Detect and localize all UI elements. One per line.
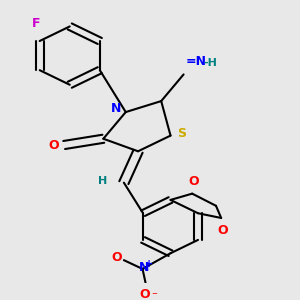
Text: F: F	[32, 17, 40, 30]
Text: O: O	[218, 224, 228, 237]
Text: -H: -H	[203, 58, 217, 68]
Text: N: N	[139, 261, 150, 274]
Text: =N: =N	[185, 55, 206, 68]
Text: ⁻: ⁻	[152, 291, 158, 300]
Text: N: N	[111, 102, 122, 115]
Text: O: O	[111, 251, 122, 264]
Text: O: O	[140, 289, 151, 300]
Text: O: O	[48, 139, 59, 152]
Text: H: H	[98, 176, 107, 186]
Text: O: O	[189, 175, 200, 188]
Text: +: +	[145, 259, 153, 269]
Text: S: S	[177, 127, 186, 140]
